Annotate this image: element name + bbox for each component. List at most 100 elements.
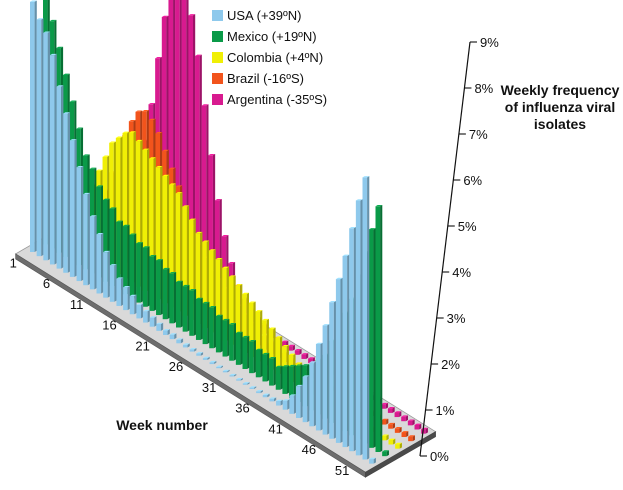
bar-argentina-week-34	[301, 353, 309, 359]
x-tick-label: 36	[235, 401, 249, 416]
x-tick-label: 51	[335, 463, 349, 478]
bar-usa-week-18	[143, 309, 150, 323]
x-tick-label: 6	[43, 276, 50, 291]
bar-mexico-week-33	[255, 348, 263, 378]
legend-swatch	[212, 10, 223, 21]
y-tick-label: 7%	[469, 127, 488, 142]
bar-argentina-week-52	[421, 427, 428, 434]
bar-usa-week-39	[282, 399, 290, 410]
bar-mexico-week-38	[289, 364, 296, 399]
bar-mexico-week-27	[215, 314, 223, 353]
bar-usa-week-2	[36, 18, 44, 257]
legend-swatch	[212, 73, 223, 84]
x-tick-label: 26	[169, 359, 183, 374]
bar-mexico-week-28	[222, 318, 230, 357]
bar-usa-week-23	[176, 338, 184, 344]
bar-usa-week-8	[76, 166, 84, 282]
bar-colombia-week-50	[381, 434, 389, 441]
bar-mexico-week-37	[282, 365, 290, 394]
bar-usa-week-6	[63, 112, 71, 273]
bar-mexico-week-12	[116, 220, 123, 291]
bar-argentina-week-33	[294, 348, 302, 355]
bar-colombia-week-52	[395, 442, 402, 449]
bar-mexico-week-15	[136, 242, 143, 303]
bar-usa-week-36	[262, 393, 270, 398]
bar-mexico-week-16	[142, 246, 150, 307]
bar-usa-week-24	[182, 343, 190, 348]
bar-mexico-week-34	[262, 352, 270, 382]
bar-usa-week-31	[229, 373, 237, 377]
legend-swatch	[212, 52, 223, 63]
bar-usa-week-32	[236, 377, 243, 381]
bar-mexico-week-20	[169, 272, 177, 324]
bar-usa-week-46	[329, 300, 337, 439]
bar-usa-week-38	[276, 399, 283, 406]
chart-floor-side	[365, 431, 436, 478]
bar-usa-week-43	[309, 361, 317, 427]
bar-mexico-week-17	[149, 255, 157, 311]
bar-mexico-week-26	[209, 306, 217, 349]
y-tick-label: 0%	[430, 449, 449, 464]
bar-mexico-week-30	[235, 331, 243, 365]
bar-argentina-week-48	[394, 411, 402, 418]
bar-mexico-week-22	[182, 284, 190, 332]
bar-mexico-week-24	[195, 297, 203, 340]
legend-item-argentina: Argentina (-35ºS)	[212, 92, 327, 107]
chart-title-line: Weekly frequency	[501, 82, 620, 98]
bar-mexico-week-32	[249, 340, 256, 374]
y-tick-label: 2%	[441, 357, 460, 372]
legend-label: Colombia (+4ºN)	[227, 50, 323, 65]
bar-mexico-week-14	[129, 233, 137, 299]
bar-usa-week-15	[123, 286, 130, 311]
chart-title-line: of influenza viral	[505, 99, 615, 115]
bar-usa-week-34	[249, 386, 257, 389]
bar-usa-week-25	[189, 348, 197, 352]
x-tick-label: 11	[70, 297, 84, 312]
y-tick-label: 9%	[480, 35, 499, 50]
bar-usa-week-7	[69, 139, 77, 277]
bar-argentina-week-47	[387, 407, 395, 413]
bar-usa-week-45	[322, 324, 330, 435]
bar-argentina-week-49	[401, 415, 408, 422]
bar-usa-week-19	[149, 316, 157, 327]
legend-label: USA (+39ºN)	[227, 8, 301, 23]
bar-mexico-week-18	[156, 259, 163, 316]
bar-brazil-week-52	[408, 435, 415, 442]
y-tick-label: 1%	[436, 403, 455, 418]
y-tick-label: 4%	[452, 265, 471, 280]
bar-mexico-week-23	[189, 289, 197, 336]
bar-brazil-week-51	[401, 431, 409, 437]
bar-usa-week-26	[196, 352, 204, 356]
y-tick-label: 3%	[447, 311, 466, 326]
legend-swatch	[212, 31, 223, 42]
bar-mexico-week-31	[242, 335, 250, 369]
legend-item-brazil: Brazil (-16ºS)	[212, 71, 304, 86]
bar-brazil-week-50	[394, 427, 402, 433]
x-tick-label: 1	[10, 255, 17, 270]
legend-item-colombia: Colombia (+4ºN)	[212, 50, 323, 65]
bar-usa-week-49	[349, 226, 356, 452]
bar-argentina-week-51	[414, 423, 422, 430]
bar-usa-week-51	[362, 176, 370, 460]
bar-usa-week-20	[156, 322, 164, 331]
bar-colombia-week-51	[388, 438, 396, 445]
bar-usa-week-27	[202, 356, 210, 360]
bar-usa-week-35	[256, 389, 263, 394]
bar-usa-week-14	[116, 277, 124, 306]
x-tick-label: 41	[268, 421, 282, 436]
y-tick-label: 6%	[463, 173, 482, 188]
bar-colombia-week-34	[275, 336, 283, 374]
legend-label: Mexico (+19ºN)	[227, 29, 317, 44]
legend-label: Argentina (-35ºS)	[227, 92, 327, 107]
y-axis-line	[419, 41, 471, 457]
bar-usa-week-50	[355, 199, 363, 456]
bar-usa-week-1	[30, 0, 37, 253]
bar-brazil-week-48	[381, 418, 389, 425]
bars-layer	[30, 0, 428, 464]
x-tick-label: 46	[302, 442, 316, 457]
bar-mexico-week-21	[176, 280, 183, 328]
bar-argentina-week-50	[407, 419, 415, 426]
bar-mexico-week-35	[269, 357, 276, 386]
